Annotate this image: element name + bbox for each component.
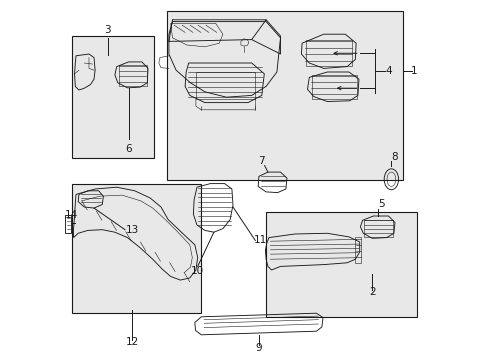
Bar xyxy=(65,215,71,233)
Text: 8: 8 xyxy=(390,152,397,162)
Bar xyxy=(196,72,255,99)
Bar xyxy=(167,11,402,180)
Text: 11: 11 xyxy=(254,235,267,246)
Bar xyxy=(72,184,201,313)
Text: 7: 7 xyxy=(258,156,264,166)
Text: 2: 2 xyxy=(368,287,375,297)
Bar xyxy=(265,212,416,317)
Text: 9: 9 xyxy=(255,343,262,354)
Text: 12: 12 xyxy=(125,337,139,347)
Bar xyxy=(265,212,416,317)
Bar xyxy=(72,36,153,158)
Text: 14: 14 xyxy=(65,210,78,220)
Bar xyxy=(306,40,352,66)
Bar xyxy=(72,36,153,158)
Text: 1: 1 xyxy=(410,66,417,76)
Text: 6: 6 xyxy=(125,144,132,154)
Text: 13: 13 xyxy=(125,225,139,235)
Bar xyxy=(119,65,146,86)
Bar xyxy=(167,11,402,180)
Bar xyxy=(72,184,201,313)
Bar xyxy=(311,75,356,99)
Bar xyxy=(355,237,361,263)
Text: 3: 3 xyxy=(104,24,111,35)
Bar xyxy=(363,220,392,237)
Text: 4: 4 xyxy=(385,66,391,76)
Text: 5: 5 xyxy=(377,199,384,210)
Text: 10: 10 xyxy=(191,266,204,276)
